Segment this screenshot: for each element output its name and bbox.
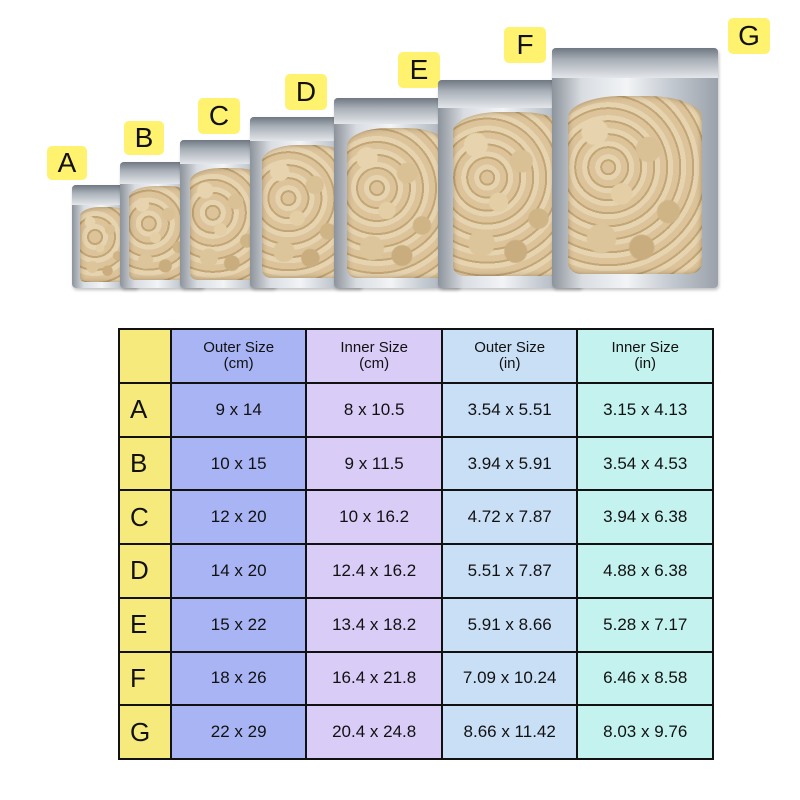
header-inner-in: Inner Size (in) — [576, 328, 714, 384]
header-row: Outer Size (cm) Inner Size (cm) Outer Si… — [118, 328, 714, 384]
header-inner-cm: Inner Size (cm) — [305, 328, 443, 384]
outer-in-value: 3.54 x 5.51 — [440, 382, 579, 438]
row-label: G — [118, 704, 172, 760]
outer-cm-value: 22 x 29 — [169, 704, 308, 760]
header-outer-in: Outer Size (in) — [440, 328, 579, 384]
size-label-e: E — [398, 52, 440, 88]
size-label-g: G — [728, 18, 770, 54]
outer-in-value: 4.72 x 7.87 — [440, 489, 579, 546]
outer-cm-value: 9 x 14 — [169, 382, 308, 438]
table-row: B 10 x 15 9 x 11.5 3.94 x 5.91 3.54 x 4.… — [118, 435, 714, 492]
outer-cm-value: 18 x 26 — [169, 650, 308, 707]
inner-cm-value: 10 x 16.2 — [305, 489, 443, 546]
outer-cm-value: 14 x 20 — [169, 543, 308, 599]
inner-in-value: 5.28 x 7.17 — [576, 596, 714, 653]
size-label-b: B — [124, 121, 164, 155]
row-label: A — [118, 382, 172, 438]
table-row: E 15 x 22 13.4 x 18.2 5.91 x 8.66 5.28 x… — [118, 596, 714, 653]
outer-in-value: 7.09 x 10.24 — [440, 650, 579, 707]
outer-in-value: 5.51 x 7.87 — [440, 543, 579, 599]
outer-in-value: 5.91 x 8.66 — [440, 596, 579, 653]
size-label-d: D — [285, 74, 327, 110]
outer-cm-value: 15 x 22 — [169, 596, 308, 653]
outer-cm-value: 12 x 20 — [169, 489, 308, 546]
inner-in-value: 3.94 x 6.38 — [576, 489, 714, 546]
row-label: F — [118, 650, 172, 707]
pouch-g — [552, 48, 718, 288]
table-row: F 18 x 26 16.4 x 21.8 7.09 x 10.24 6.46 … — [118, 650, 714, 707]
inner-in-value: 6.46 x 8.58 — [576, 650, 714, 707]
row-label: B — [118, 435, 172, 492]
row-label: C — [118, 489, 172, 546]
row-label: D — [118, 543, 172, 599]
inner-in-value: 3.54 x 4.53 — [576, 435, 714, 492]
table-row: A 9 x 14 8 x 10.5 3.54 x 5.51 3.15 x 4.1… — [118, 382, 714, 438]
inner-cm-value: 8 x 10.5 — [305, 382, 443, 438]
outer-cm-value: 10 x 15 — [169, 435, 308, 492]
inner-in-value: 3.15 x 4.13 — [576, 382, 714, 438]
size-label-c: C — [198, 98, 240, 134]
inner-cm-value: 20.4 x 24.8 — [305, 704, 443, 760]
header-corner — [118, 328, 172, 384]
inner-cm-value: 9 x 11.5 — [305, 435, 443, 492]
header-outer-cm: Outer Size (cm) — [169, 328, 308, 384]
inner-cm-value: 12.4 x 16.2 — [305, 543, 443, 599]
inner-in-value: 8.03 x 9.76 — [576, 704, 714, 760]
table-row: D 14 x 20 12.4 x 16.2 5.51 x 7.87 4.88 x… — [118, 543, 714, 599]
inner-in-value: 4.88 x 6.38 — [576, 543, 714, 599]
table-row: G 22 x 29 20.4 x 24.8 8.66 x 11.42 8.03 … — [118, 704, 714, 760]
table-row: C 12 x 20 10 x 16.2 4.72 x 7.87 3.94 x 6… — [118, 489, 714, 546]
inner-cm-value: 13.4 x 18.2 — [305, 596, 443, 653]
size-table: Outer Size (cm) Inner Size (cm) Outer Si… — [118, 328, 714, 760]
inner-cm-value: 16.4 x 21.8 — [305, 650, 443, 707]
size-label-a: A — [47, 146, 87, 180]
size-label-f: F — [504, 27, 546, 63]
outer-in-value: 3.94 x 5.91 — [440, 435, 579, 492]
bag-size-photo: A B C D E F G — [0, 0, 800, 300]
row-label: E — [118, 596, 172, 653]
outer-in-value: 8.66 x 11.42 — [440, 704, 579, 760]
